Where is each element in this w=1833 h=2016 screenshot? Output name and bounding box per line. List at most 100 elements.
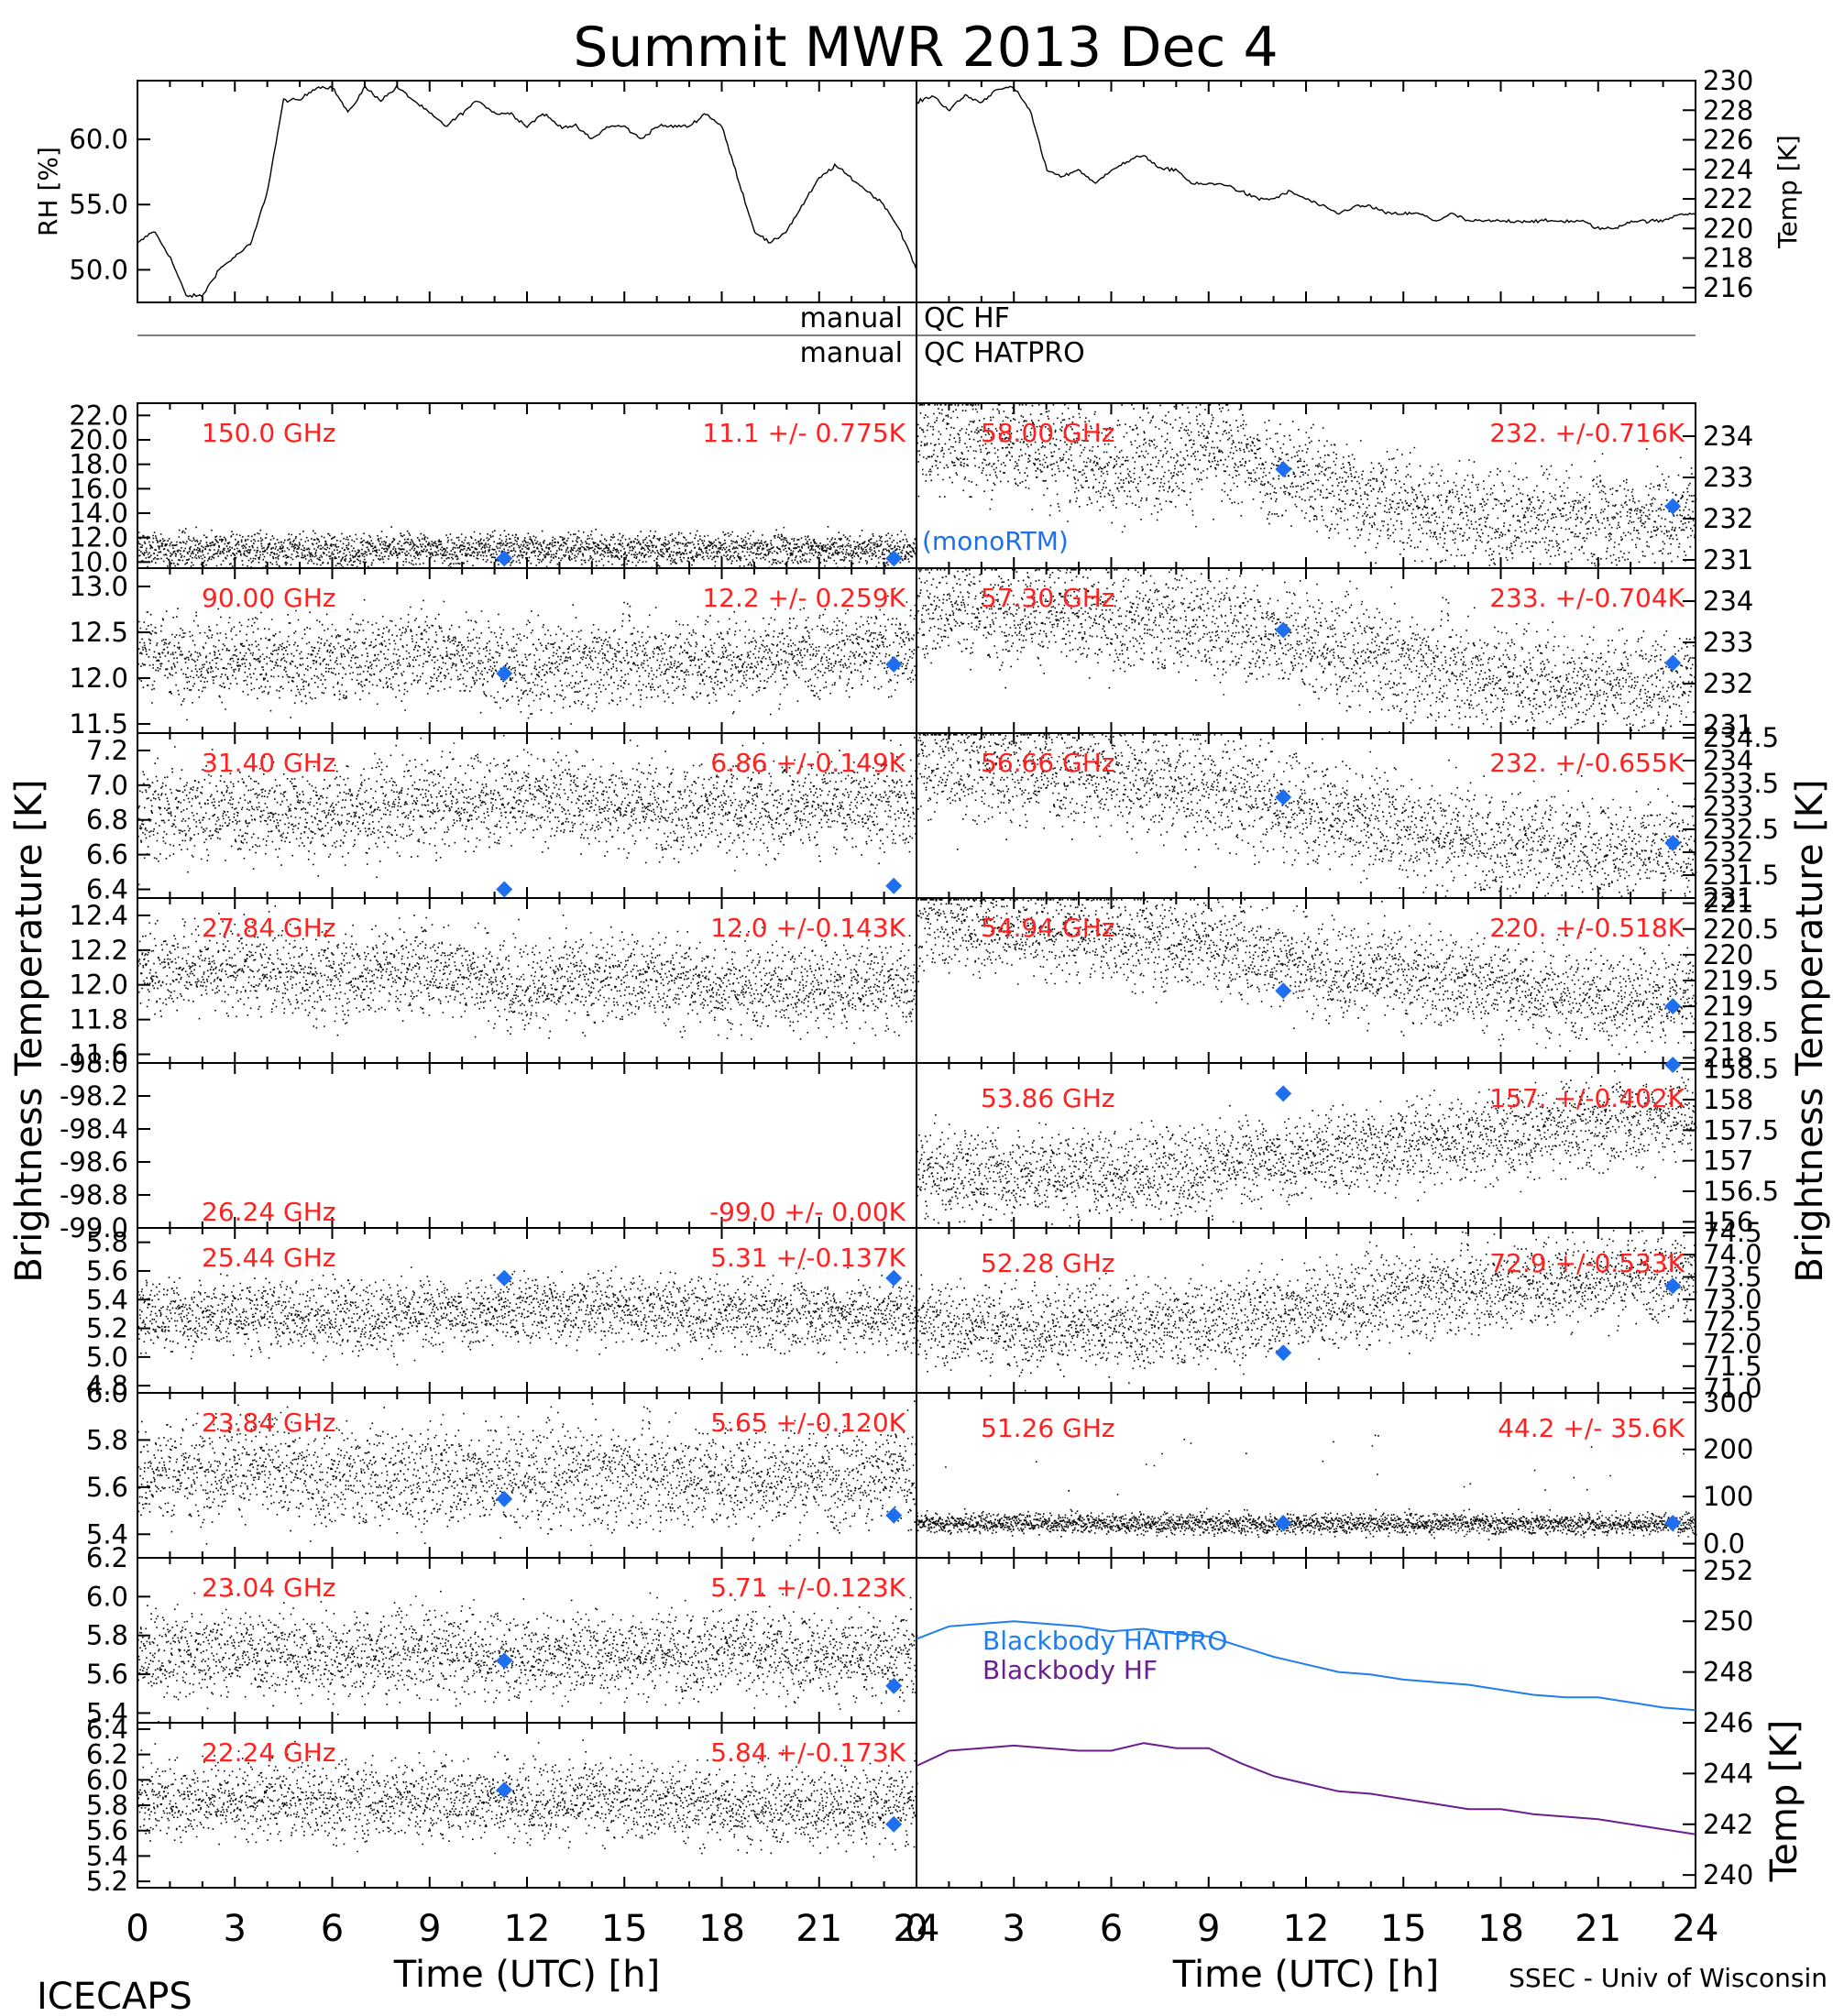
- tb2544-ytick-label: 5.8: [86, 1227, 128, 1258]
- tb5730-points: [916, 569, 1697, 734]
- rh-ytick-label: 50.0: [69, 254, 128, 285]
- tb5494-frequency-label: 54.94 GHz: [981, 913, 1115, 943]
- time-tick-label: 21: [796, 1908, 842, 1950]
- tb5228-ytick-label: 71.5: [1703, 1351, 1762, 1382]
- blackbody-ytick-label: 242: [1703, 1809, 1753, 1840]
- tb5386-stats-label: 157. +/-0.402K: [1489, 1083, 1685, 1113]
- tb2224-model-marker: [885, 1815, 903, 1833]
- blackbody-panel: 240 242 244 246 248 250 252 Blackbody HATPROBla…: [916, 1555, 1806, 1890]
- tb2624-ytick-label: -98.6: [60, 1146, 128, 1178]
- tb150-model-marker: [496, 550, 513, 567]
- tb5126-frequency-label: 51.26 GHz: [981, 1413, 1115, 1443]
- tb2304-scatter: [137, 1590, 918, 1723]
- tb2384-model-marker: [496, 1490, 513, 1507]
- tb5386-ytick-label: 157.5: [1703, 1114, 1779, 1145]
- right-brightness-temperature-label: Brightness Temperature [K]: [1789, 779, 1831, 1282]
- tb90-stats-label: 12.2 +/- 0.259K: [702, 583, 906, 613]
- time-tick-label: 21: [1575, 1908, 1621, 1950]
- temp-axis-label: Temp [K]: [1773, 135, 1803, 249]
- tb3140-model-marker: [496, 881, 513, 898]
- qc-hatpro-manual-label: manual: [800, 337, 903, 369]
- tb5228-ytick-label: 72.0: [1703, 1328, 1762, 1359]
- tb5126-model-marker: [1664, 1514, 1682, 1531]
- tb2384-model-marker: [885, 1507, 903, 1524]
- tb2384-ytick-label: 5.6: [86, 1472, 128, 1503]
- tb2304-ytick-label: 6.2: [86, 1542, 128, 1573]
- tb2544-frequency-label: 25.44 GHz: [202, 1243, 336, 1273]
- tb150-points: [137, 526, 918, 569]
- tb2784-ytick-label: 11.6: [69, 1039, 128, 1070]
- tb3140-points: [137, 734, 918, 886]
- tb5386-ytick-label: 158: [1703, 1084, 1753, 1115]
- tb5126-ytick-label: 200: [1703, 1434, 1753, 1465]
- tb5126-scatter: [916, 1429, 1697, 1540]
- temp-ytick-label: 230: [1703, 65, 1753, 96]
- temp-ytick-label: 226: [1703, 125, 1753, 156]
- tb5126-ytick-label: 0.0: [1703, 1528, 1745, 1560]
- blackbody-ytick-label: 240: [1703, 1859, 1753, 1890]
- tb150-ytick-label: 14.0: [69, 498, 128, 529]
- tb150-scatter: [137, 526, 918, 569]
- tb90-ytick-label: 11.5: [69, 708, 128, 740]
- tb5666-ytick-label: 231.5: [1703, 860, 1779, 891]
- qc-hf-label: QC HF: [924, 302, 1010, 334]
- tb2304-model-marker: [885, 1677, 903, 1694]
- blackbody-series-line: [916, 1742, 1696, 1835]
- tb5494-ytick-label: 220.5: [1703, 914, 1779, 945]
- tb2304-ytick-label: 6.0: [86, 1581, 128, 1612]
- time-tick-label: 24: [894, 1908, 940, 1950]
- tb5228-ytick-label: 71.0: [1703, 1373, 1762, 1404]
- tb2624-panel: -99.0-98.8-98.6-98.4-98.2-98.0 26.24 GHz -…: [60, 1047, 917, 1244]
- tb90-ytick-label: 12.5: [69, 617, 128, 648]
- tb3140-ytick-label: 6.8: [86, 805, 128, 836]
- tb90-scatter: [137, 587, 918, 725]
- temp-ytick-label: 220: [1703, 213, 1753, 244]
- tb2544-ytick-label: 5.0: [86, 1342, 128, 1373]
- tb5494-points: [916, 899, 1697, 1059]
- tb5228-ytick-label: 74.5: [1703, 1217, 1762, 1248]
- tb3140-panel: 6.46.66.8 7.0 7.2 31.40 GHz 6.86 +/-0.149K: [86, 732, 918, 905]
- tb2304-ytick-label: 5.4: [86, 1697, 128, 1728]
- tb2304-ytick-label: 5.8: [86, 1620, 128, 1651]
- tb5228-model-marker: [1275, 1344, 1292, 1362]
- tb3140-ytick-label: 6.6: [86, 839, 128, 871]
- time-tick-label: 6: [1100, 1908, 1123, 1950]
- tb5126-model-marker: [1275, 1514, 1292, 1531]
- blackbody-ytick-label: 252: [1703, 1555, 1753, 1586]
- tb2304-stats-label: 5.71 +/-0.123K: [710, 1572, 906, 1603]
- temp-ytick-label: 228: [1703, 94, 1753, 126]
- tb90-model-marker: [496, 665, 513, 682]
- tb2624-ytick-label: -98.8: [60, 1179, 128, 1211]
- tb5730-ytick-label: 231: [1703, 709, 1753, 740]
- tb5494-ytick-label: 218.5: [1703, 1016, 1779, 1047]
- tb5494-model-marker: [1275, 982, 1292, 1000]
- tb2304-ytick-label: 5.6: [86, 1659, 128, 1690]
- left-brightness-temperature-label: Brightness Temperature [K]: [8, 779, 50, 1282]
- tb90-frequency-label: 90.00 GHz: [202, 583, 336, 613]
- tb2624-ytick-label: -98.0: [60, 1047, 128, 1079]
- tb2544-model-marker: [885, 1269, 903, 1287]
- tb2304-points: [137, 1590, 918, 1723]
- temp-ytick-label: 216: [1703, 272, 1753, 303]
- tb2224-points: [137, 1739, 918, 1858]
- tb2544-ytick-label: 4.8: [86, 1370, 128, 1401]
- figure-title: Summit MWR 2013 Dec 4: [573, 16, 1278, 80]
- tb2224-model-marker: [496, 1781, 513, 1799]
- tb5494-ytick-label: 219: [1703, 991, 1753, 1022]
- tb150-ytick-label: 22.0: [69, 400, 128, 431]
- tb5800-ytick-label: 233: [1703, 462, 1753, 493]
- tb2304-model-marker: [496, 1652, 513, 1670]
- tb2384-ytick-label: 6.0: [86, 1377, 128, 1408]
- tb5126-ytick-label: 300: [1703, 1386, 1753, 1418]
- tb2784-points: [137, 905, 918, 1045]
- tb5126-ytick-label: 100: [1703, 1481, 1753, 1512]
- tb150-ytick-label: 16.0: [69, 473, 128, 504]
- tb5228-ytick-label: 74.0: [1703, 1239, 1762, 1270]
- time-tick-label: 12: [504, 1908, 551, 1950]
- tb5666-ytick-label: 234: [1703, 745, 1753, 776]
- tb5800-model-marker: [1275, 461, 1292, 477]
- tb5386-frequency-label: 53.86 GHz: [981, 1083, 1115, 1113]
- time-tick-label: 0: [126, 1908, 148, 1950]
